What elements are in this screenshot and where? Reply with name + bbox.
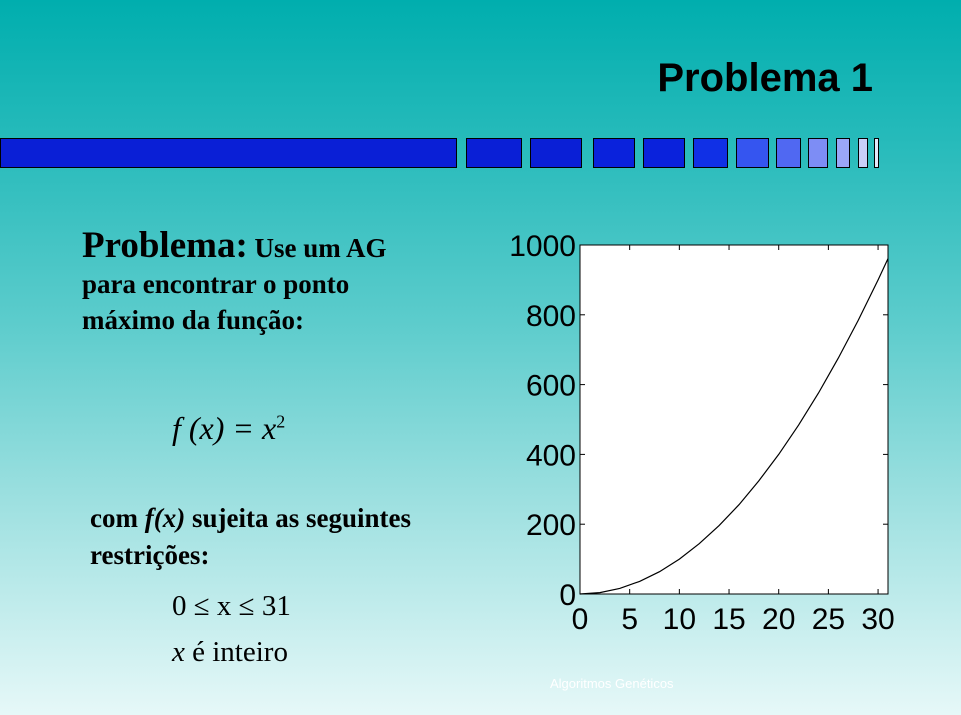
decorative-block xyxy=(593,138,635,168)
x-tick-label: 5 xyxy=(621,603,638,636)
condition-integer: x é inteiro xyxy=(172,636,288,669)
condition-integer-text: é inteiro xyxy=(184,636,288,668)
constraint-text: com f(x) sujeita as seguintes restrições… xyxy=(90,500,411,574)
decorative-block xyxy=(736,138,769,168)
y-tick-label: 400 xyxy=(526,439,576,472)
footer-text: Algoritmos Genéticos xyxy=(550,676,674,691)
condition-range: 0 ≤ x ≤ 31 xyxy=(172,590,291,622)
decorative-block xyxy=(836,138,850,168)
plot-area xyxy=(579,244,889,595)
decorative-block xyxy=(776,138,801,168)
x-tick-label: 30 xyxy=(861,603,894,636)
x-tick-label: 15 xyxy=(712,603,745,636)
problem-statement: Problema: Use um AG para encontrar o pon… xyxy=(82,225,482,338)
x-tick-label: 0 xyxy=(572,603,589,636)
series-line xyxy=(579,258,889,595)
constraint-pre: com xyxy=(90,503,145,533)
problem-text-line1: Use um AG xyxy=(247,233,387,263)
decorative-block xyxy=(466,138,522,168)
decorative-block xyxy=(858,138,868,168)
decorative-block xyxy=(808,138,828,168)
constraint-fx: f(x) xyxy=(144,503,186,533)
y-tick-label: 0 xyxy=(559,579,576,612)
formula-exponent: 2 xyxy=(276,411,286,432)
function-formula: f (x) = x2 xyxy=(172,410,285,447)
y-tick-label: 200 xyxy=(526,509,576,542)
problem-text-line2: para encontrar o ponto xyxy=(82,269,350,299)
constraint-line2: restrições: xyxy=(90,540,210,570)
y-tick-label: 600 xyxy=(526,370,576,403)
condition-integer-var: x xyxy=(172,636,185,668)
slide-title: Problema 1 xyxy=(657,56,873,100)
y-tick-label: 800 xyxy=(526,300,576,333)
formula-lhs: f (x) = x xyxy=(172,410,277,446)
constraint-post: sujeita as seguintes xyxy=(185,503,411,533)
problem-heading: Problema: xyxy=(82,225,248,266)
decorative-block xyxy=(643,138,685,168)
problem-text-line3: máximo da função: xyxy=(82,305,304,335)
y-tick-label: 1000 xyxy=(509,230,576,263)
x-tick-label: 25 xyxy=(812,603,845,636)
x-tick-label: 10 xyxy=(663,603,696,636)
decorative-block xyxy=(530,138,582,168)
x-tick-label: 20 xyxy=(762,603,795,636)
decorative-block xyxy=(0,138,457,168)
decorative-block xyxy=(874,138,879,168)
decorative-bar xyxy=(0,138,961,170)
decorative-block xyxy=(693,138,728,168)
